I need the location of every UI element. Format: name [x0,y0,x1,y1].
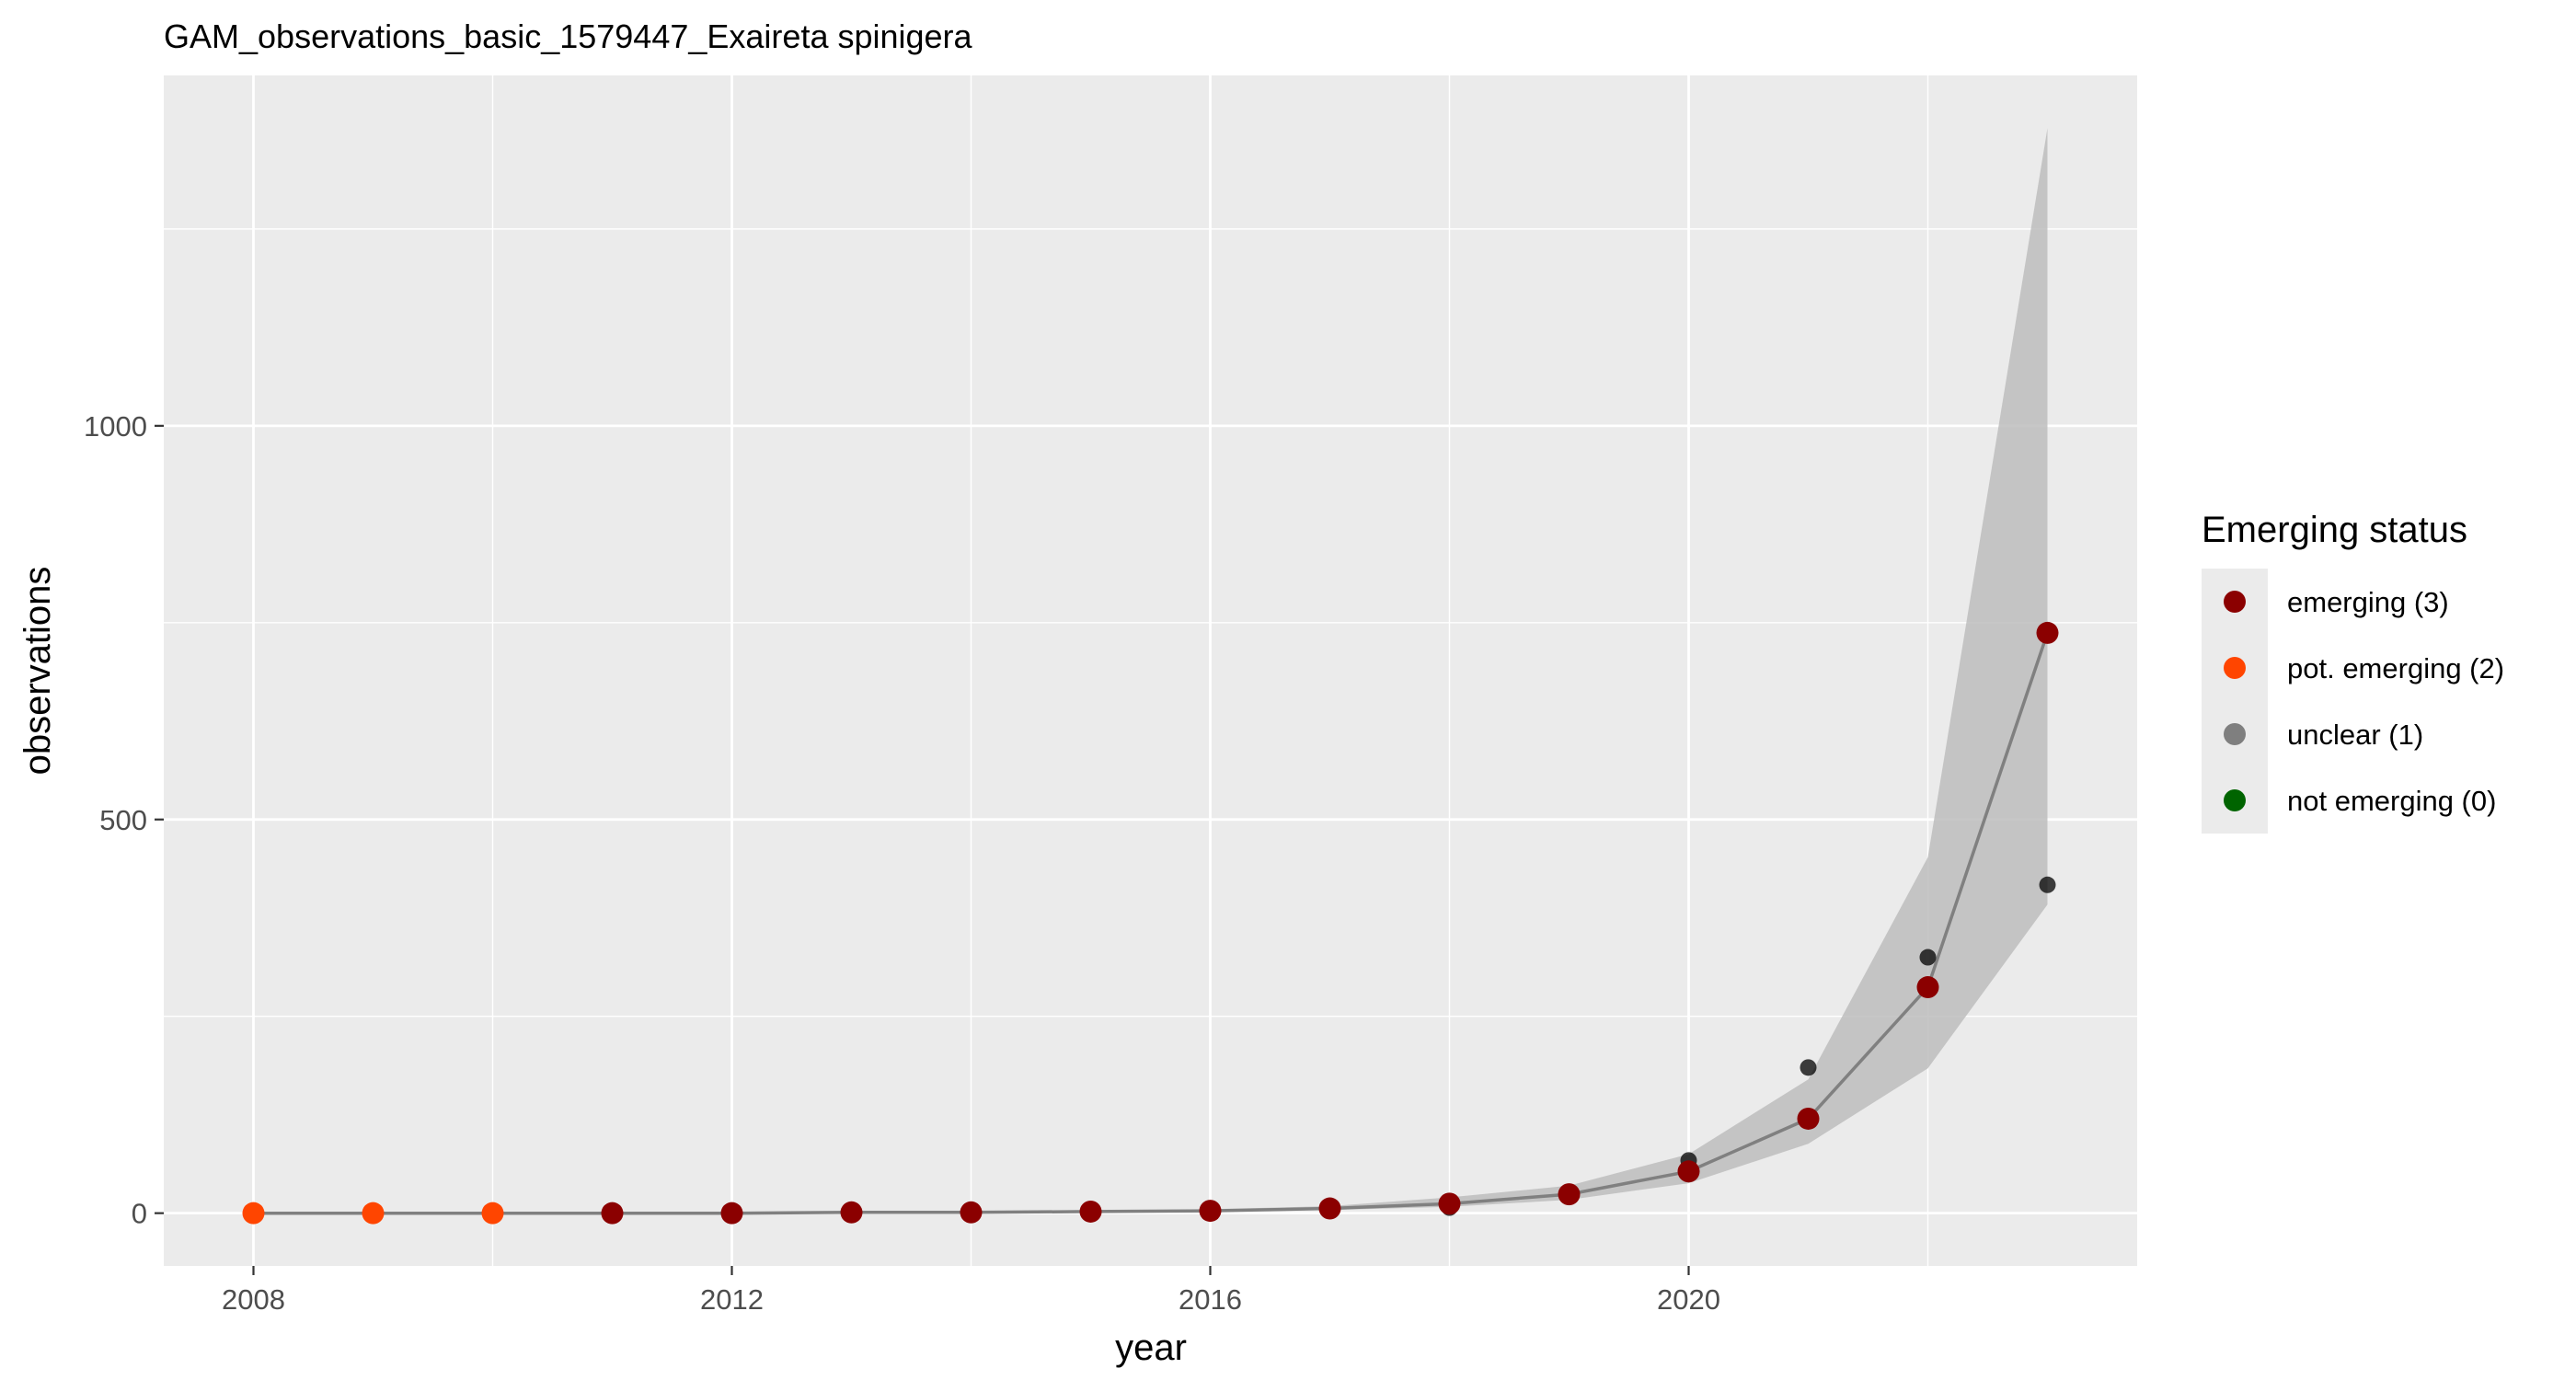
legend-key [2224,657,2246,679]
fit-points-layer [242,621,2059,1225]
y-tick-label: 500 [99,804,147,836]
legend-key [2224,723,2246,745]
fit-point [601,1202,624,1225]
fit-line-layer [253,632,2050,1215]
observed-point [1800,1059,1817,1076]
y-axis: 0 500 1000 [84,410,164,1230]
fit-point [2036,621,2059,644]
chart-title: GAM_observations_basic_1579447_Exaireta … [164,17,973,55]
fit-line [253,632,2050,1215]
legend-label: emerging (3) [2287,586,2449,618]
x-axis-title: year [1115,1328,1187,1368]
confidence-ribbon-layer [253,128,2048,1213]
fit-point [1916,976,1939,999]
x-tick-label: 2008 [222,1283,285,1316]
x-tick-label: 2020 [1657,1283,1720,1316]
legend-label: unclear (1) [2287,719,2423,751]
fit-point [242,1202,265,1225]
fit-point [481,1202,504,1225]
observed-point [1919,949,1937,966]
minor-gridlines [164,75,2137,1266]
y-tick-label: 1000 [84,410,147,443]
x-axis: 2008 2012 2016 2020 [222,1266,1720,1316]
legend-title: Emerging status [2202,510,2467,550]
fit-point [720,1202,743,1225]
fit-point [362,1202,385,1225]
y-tick-label: 0 [132,1198,147,1230]
x-tick-label: 2016 [1179,1283,1242,1316]
legend-label: pot. emerging (2) [2287,652,2504,684]
legend-label: not emerging (0) [2287,785,2496,817]
legend-key [2224,591,2246,613]
fit-point [1797,1107,1820,1130]
fit-point [1438,1192,1461,1215]
major-gridlines [164,75,2137,1266]
x-tick-label: 2012 [700,1283,764,1316]
fit-point [1079,1200,1102,1223]
observed-point [2039,876,2056,893]
legend-entries: emerging (3) pot. emerging (2) unclear (1)… [2224,586,2504,817]
fit-point [1677,1160,1700,1183]
confidence-ribbon [253,128,2048,1213]
fit-point [960,1201,983,1224]
y-axis-title: observations [17,567,58,776]
fit-point [1318,1197,1341,1220]
fit-point [1199,1200,1222,1223]
fit-point [1558,1183,1581,1206]
fit-point [840,1201,863,1224]
legend-key [2224,789,2246,811]
legend: Emerging status emerging (3) pot. emergin… [2202,510,2504,834]
